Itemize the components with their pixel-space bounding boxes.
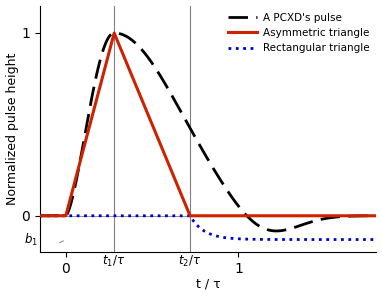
A PCXD's pulse	[201, 150, 206, 154]
Rectangular triangle	[374, 238, 379, 241]
A PCXD's pulse	[364, 214, 369, 218]
Asymmetric triangle	[112, 31, 117, 35]
Rectangular triangle	[364, 238, 369, 241]
Rectangular triangle	[38, 214, 42, 218]
Asymmetric triangle	[364, 214, 369, 218]
Text: $t_1/\tau$: $t_1/\tau$	[102, 254, 126, 269]
Rectangular triangle	[201, 229, 206, 232]
A PCXD's pulse	[374, 214, 379, 218]
A PCXD's pulse	[274, 229, 279, 233]
Rectangular triangle	[364, 238, 369, 241]
Asymmetric triangle	[303, 214, 308, 218]
A PCXD's pulse	[55, 214, 59, 218]
A PCXD's pulse	[193, 135, 197, 139]
A PCXD's pulse	[365, 214, 369, 218]
Line: Rectangular triangle: Rectangular triangle	[40, 216, 376, 239]
Asymmetric triangle	[374, 214, 379, 218]
Legend: A PCXD's pulse, Asymmetric triangle, Rectangular triangle: A PCXD's pulse, Asymmetric triangle, Rec…	[226, 11, 371, 55]
Asymmetric triangle	[55, 214, 59, 218]
Rectangular triangle	[193, 221, 197, 224]
A PCXD's pulse	[112, 31, 117, 35]
X-axis label: t / τ: t / τ	[196, 277, 220, 290]
A PCXD's pulse	[303, 222, 308, 226]
Asymmetric triangle	[364, 214, 369, 218]
Rectangular triangle	[55, 214, 59, 218]
Asymmetric triangle	[193, 214, 197, 218]
Text: $b_1$: $b_1$	[24, 231, 38, 247]
Y-axis label: Normalized pulse height: Normalized pulse height	[6, 53, 19, 205]
Asymmetric triangle	[201, 214, 206, 218]
Line: A PCXD's pulse: A PCXD's pulse	[40, 33, 376, 231]
A PCXD's pulse	[38, 214, 42, 218]
Line: Asymmetric triangle: Asymmetric triangle	[40, 33, 376, 216]
Asymmetric triangle	[38, 214, 42, 218]
Rectangular triangle	[303, 238, 307, 241]
Text: $t_2/\tau$: $t_2/\tau$	[178, 254, 202, 269]
